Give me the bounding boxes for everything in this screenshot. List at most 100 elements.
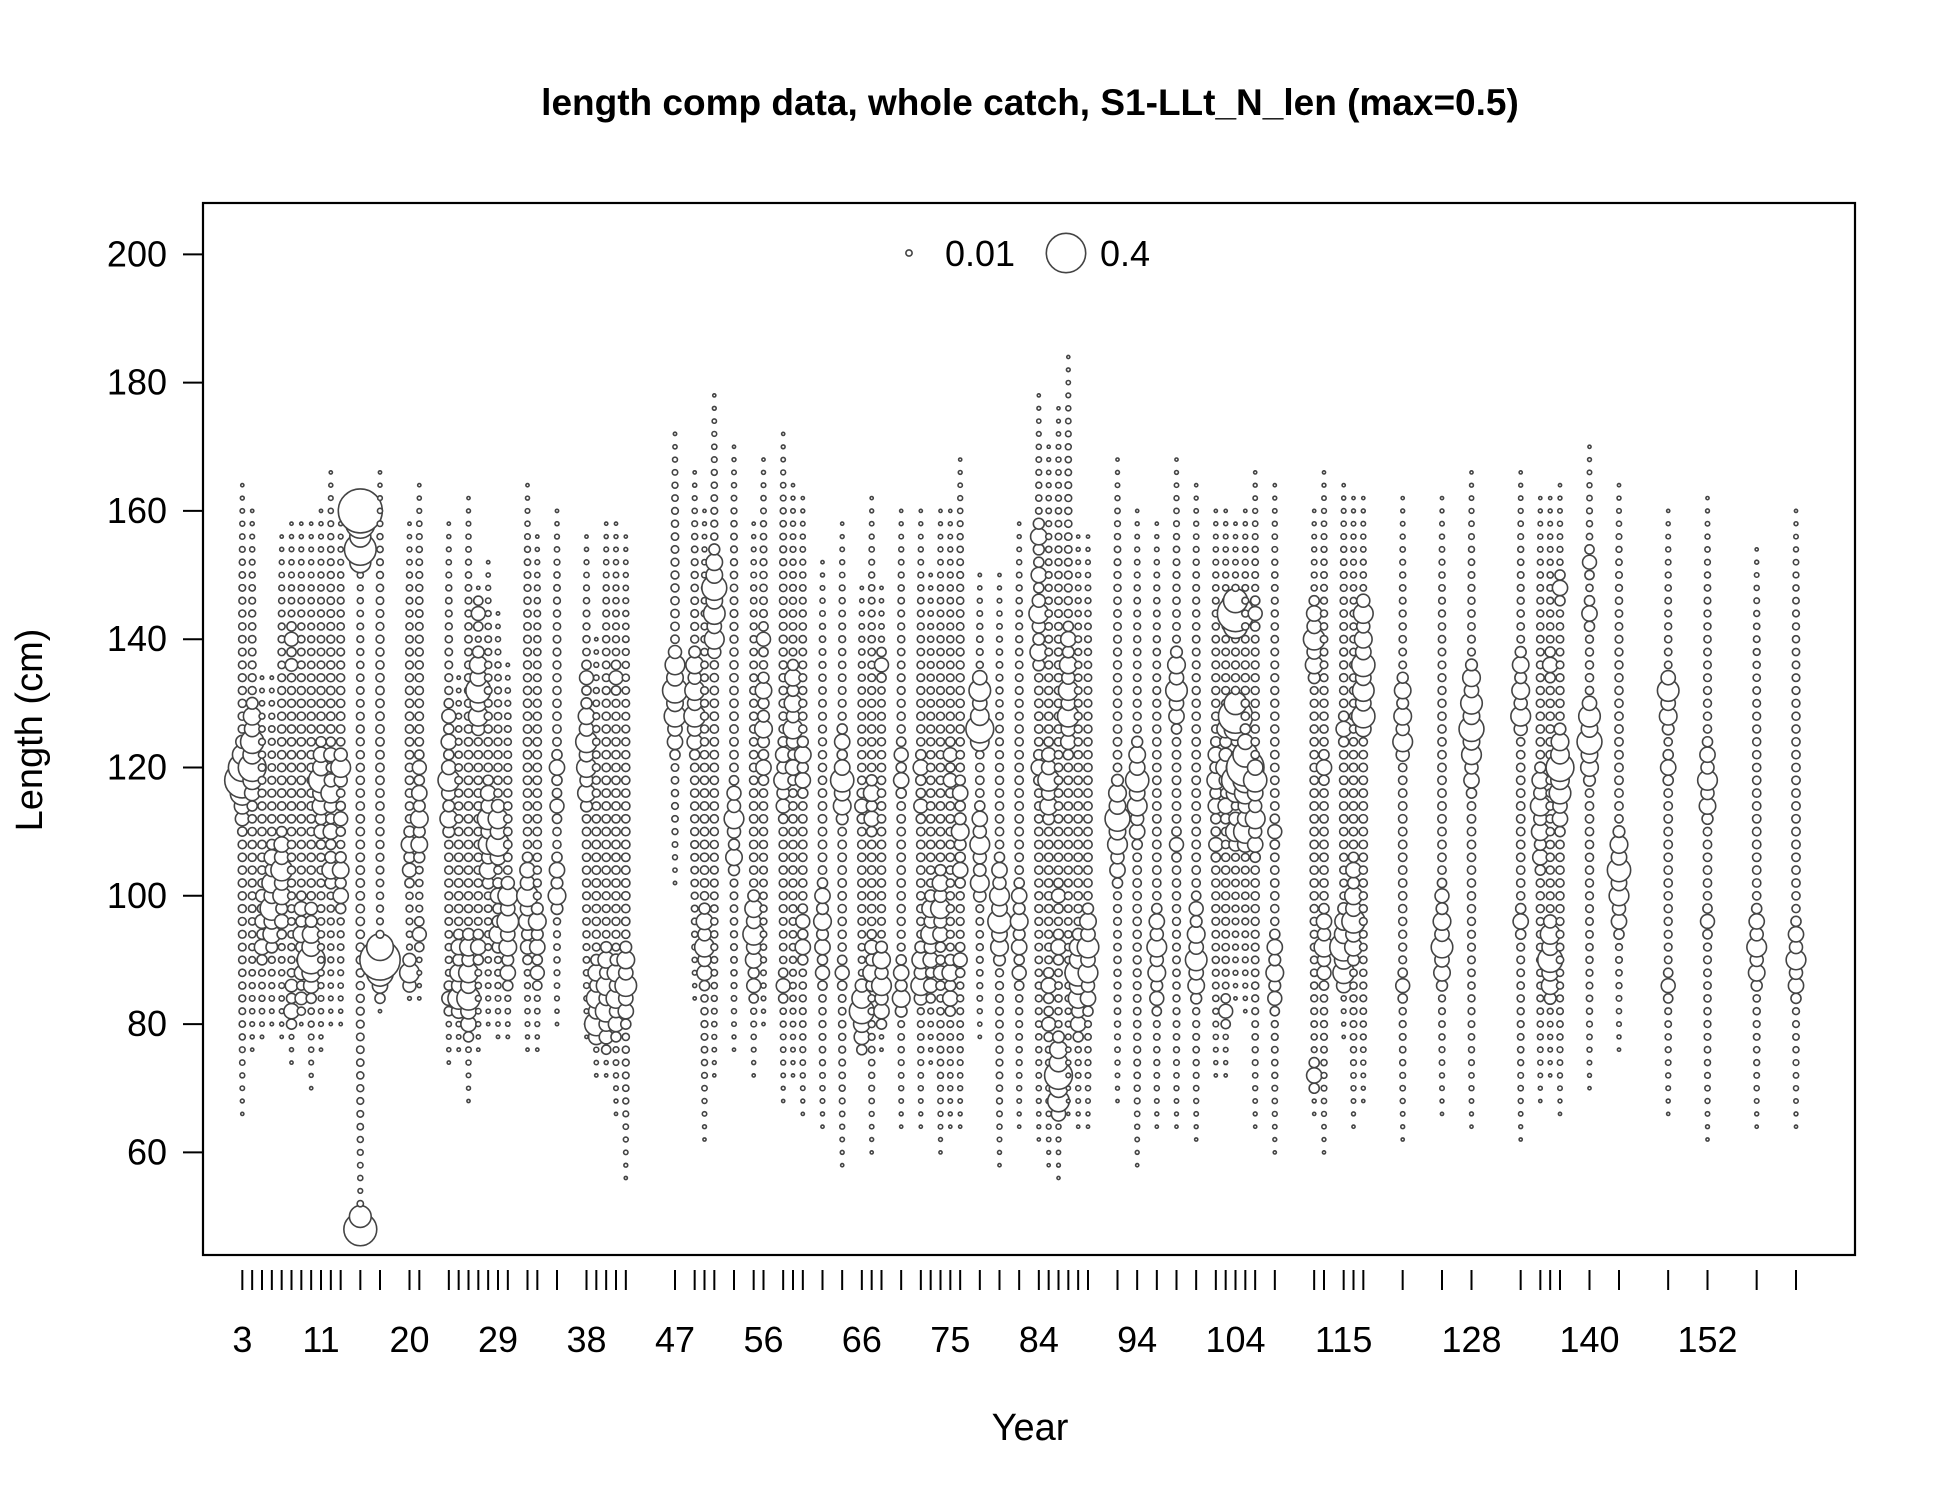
bubble-point (456, 1047, 462, 1053)
bubble-point (522, 711, 533, 722)
bubble-point (1612, 824, 1626, 839)
bubble-point (531, 954, 544, 966)
bubble-point (504, 1021, 511, 1028)
bubble-point (316, 711, 326, 722)
bubble-point (1054, 507, 1063, 515)
bubble-point (1516, 596, 1525, 605)
bubble-point (1614, 583, 1624, 593)
bubble-point (356, 1174, 364, 1182)
bubble-point (868, 1097, 876, 1105)
bubble-point (504, 1007, 512, 1015)
bubble-point (268, 712, 276, 720)
bubble-point (1358, 826, 1369, 837)
bubble-point (296, 647, 306, 657)
bubble-point (1050, 888, 1067, 904)
bubble-point (1115, 457, 1120, 462)
bubble-point (553, 558, 561, 566)
bubble-point (336, 917, 345, 926)
bubble-point (1704, 533, 1711, 540)
bubble-point (798, 660, 808, 670)
bubble-point (1319, 660, 1329, 670)
bubble-point (1555, 672, 1565, 683)
bubble-point (1616, 1047, 1622, 1053)
bubble-point (729, 545, 739, 554)
bubble-point (316, 891, 326, 901)
bubble-point (1191, 647, 1201, 657)
bubble-point (524, 495, 531, 501)
bubble-point (867, 571, 876, 579)
bubble-point (1083, 839, 1093, 850)
bubble-point (591, 737, 601, 747)
bubble-point (601, 852, 612, 863)
bubble-point (1014, 736, 1025, 747)
bubble-point (690, 839, 700, 850)
bubble-point (1702, 968, 1713, 978)
bubble-point (463, 916, 474, 927)
bubble-point (375, 685, 385, 696)
bubble-point (1151, 826, 1162, 837)
bubble-point (286, 711, 297, 722)
bubble-point (689, 814, 700, 824)
bubble-point (1063, 878, 1073, 888)
bubble-point (414, 660, 425, 670)
bubble-point (672, 867, 678, 873)
bubble-point (691, 956, 699, 964)
bubble-point (1172, 1007, 1181, 1016)
bubble-point (505, 662, 511, 668)
bubble-point (613, 533, 619, 540)
bubble-point (375, 736, 385, 747)
bubble-point (976, 622, 984, 631)
bubble-point (621, 724, 631, 734)
bubble-point (583, 546, 590, 553)
bubble-point (1535, 736, 1546, 747)
bubble-point (308, 546, 315, 553)
bubble-point (915, 813, 927, 825)
bubble-point (759, 904, 768, 913)
bubble-point (273, 913, 290, 930)
bubble-point (237, 903, 248, 914)
bubble-point (1545, 698, 1556, 709)
bubble-point (1792, 596, 1800, 605)
bubble-point (1270, 609, 1280, 618)
bubble-point (839, 546, 846, 553)
bubble-point (729, 685, 739, 696)
bubble-point (1052, 954, 1065, 966)
bubble-point (1251, 507, 1259, 515)
bubble-point (700, 1058, 709, 1067)
bubble-point (465, 508, 472, 514)
bubble-point (838, 1097, 846, 1105)
bubble-point (1339, 647, 1349, 657)
bubble-point (1359, 1020, 1368, 1028)
bubble-point (938, 1150, 943, 1155)
bubble-point (1309, 839, 1320, 850)
bubble-point (1309, 813, 1320, 824)
bubble-point (405, 943, 414, 951)
bubble-point (1545, 839, 1556, 850)
bubble-point (1043, 698, 1054, 709)
bubble-point (611, 724, 621, 734)
bubble-point (837, 1032, 847, 1042)
bubble-point (443, 852, 454, 863)
bubble-point (335, 826, 347, 837)
bubble-point (671, 827, 679, 836)
bubble-point (1073, 775, 1084, 786)
bubble-point (690, 621, 700, 632)
bubble-point (375, 672, 385, 683)
bubble-point (1172, 558, 1181, 567)
bubble-point (415, 558, 424, 567)
bubble-point (946, 584, 955, 592)
bubble-point (1035, 1097, 1042, 1105)
bubble-point (1009, 911, 1029, 932)
bubble-point (620, 929, 631, 940)
bubble-point (296, 852, 307, 863)
bubble-point (247, 672, 257, 683)
bubble-point (1173, 1072, 1180, 1079)
bubble-point (1073, 736, 1084, 747)
bubble-point (286, 801, 297, 811)
bubble-point (748, 826, 759, 837)
bubble-point (1152, 698, 1162, 708)
bubble-point (729, 647, 739, 657)
bubble-point (1046, 1149, 1052, 1156)
bubble-point (483, 762, 494, 773)
bubble-point (531, 980, 543, 991)
